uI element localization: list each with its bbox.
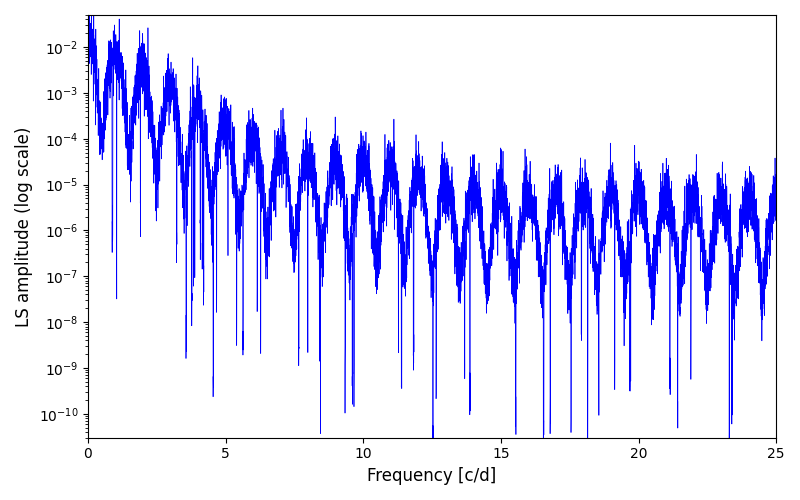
Y-axis label: LS amplitude (log scale): LS amplitude (log scale) [15, 126, 33, 326]
X-axis label: Frequency [c/d]: Frequency [c/d] [367, 467, 497, 485]
